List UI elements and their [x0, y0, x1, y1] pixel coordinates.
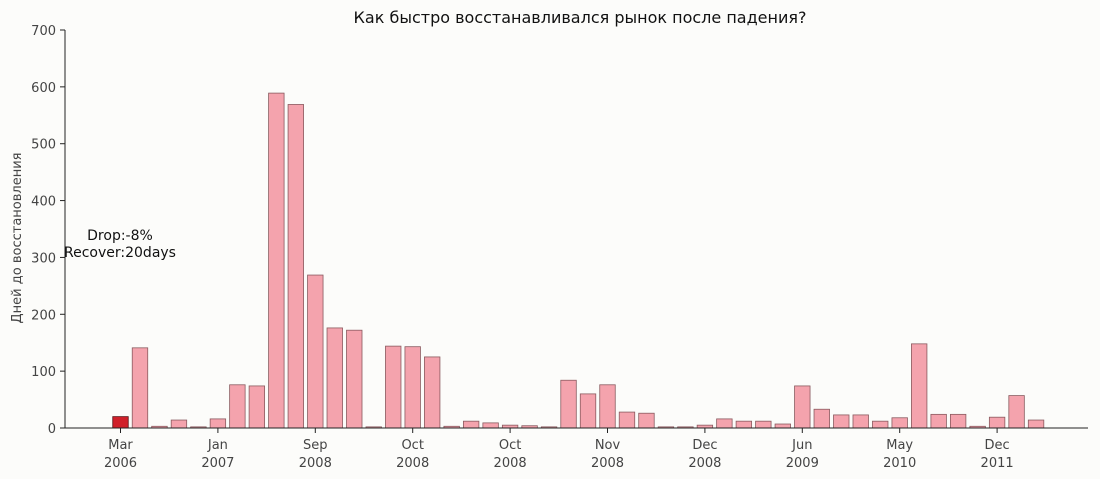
bar	[794, 385, 811, 429]
bar	[638, 412, 655, 429]
bar	[385, 345, 402, 429]
bar	[852, 414, 869, 429]
x-axis-ticks: Mar 2006 Jan 2007 Sep 2008 Oct 2008 Oct 2008 Nov 20…	[104, 428, 1014, 471]
bar	[1027, 419, 1045, 429]
bar	[716, 418, 733, 429]
bar	[833, 414, 850, 429]
bar	[229, 384, 246, 429]
annotation-drop: Drop:-8%	[87, 228, 153, 244]
x-tick-label: Oct	[499, 438, 521, 453]
x-tick-label: Dec	[985, 438, 1010, 453]
y-tick-label: 500	[31, 138, 56, 153]
y-tick-label: 0	[48, 422, 56, 437]
bar	[1008, 395, 1025, 429]
bar	[170, 419, 188, 429]
bar	[891, 417, 908, 429]
bar	[209, 418, 227, 429]
x-tick-label: Jun	[791, 438, 812, 453]
y-tick-label: 300	[31, 251, 56, 266]
x-tick-label: Dec	[692, 438, 717, 453]
bar	[872, 420, 889, 429]
y-tick-label: 200	[31, 308, 56, 323]
bar	[813, 408, 830, 429]
bar	[346, 329, 363, 429]
x-tick-label: 2008	[396, 456, 429, 471]
x-tick-label: Oct	[401, 438, 423, 453]
annotation-recover: Recover:20days	[64, 245, 176, 261]
bar	[462, 420, 480, 429]
bar	[618, 411, 636, 429]
y-tick-label: 400	[31, 195, 56, 210]
chart-title: Как быстро восстанавливался рынок после …	[354, 8, 807, 27]
bar	[988, 416, 1006, 429]
x-tick-label: 2007	[201, 456, 234, 471]
x-tick-label: Jan	[207, 438, 228, 453]
y-tick-label: 700	[31, 24, 56, 39]
bar	[911, 343, 928, 429]
bar	[949, 413, 967, 429]
x-tick-label: May	[886, 438, 913, 453]
x-tick-label: 2008	[591, 456, 624, 471]
bar	[755, 420, 772, 429]
bar	[287, 104, 304, 429]
bar	[774, 423, 791, 429]
x-tick-label: Nov	[595, 438, 621, 453]
bar	[482, 422, 499, 429]
bar	[579, 393, 597, 429]
x-tick-label: 2008	[494, 456, 527, 471]
bar	[248, 385, 266, 429]
x-tick-label: 2009	[786, 456, 819, 471]
bar	[735, 420, 753, 429]
x-tick-label: Sep	[303, 438, 328, 453]
bar	[599, 384, 616, 429]
bar	[404, 346, 421, 429]
y-axis-label: Дней до восстановления	[10, 153, 25, 324]
bars-group	[112, 92, 1045, 429]
x-tick-label: Mar	[108, 438, 133, 453]
bar	[326, 327, 343, 429]
bar	[930, 413, 947, 429]
x-tick-label: 2006	[104, 456, 137, 471]
y-tick-label: 100	[31, 365, 56, 380]
x-tick-label: 2011	[981, 456, 1014, 471]
y-axis-ticks: 0 100 200 300 400 500 600 700	[31, 24, 65, 437]
bar	[307, 274, 324, 429]
bar-highlighted	[112, 416, 129, 429]
bar	[560, 379, 577, 429]
y-tick-label: 600	[31, 81, 56, 96]
x-tick-label: 2008	[299, 456, 332, 471]
bar	[131, 347, 149, 429]
bar	[268, 92, 285, 429]
bar	[424, 356, 441, 429]
x-tick-label: 2008	[688, 456, 721, 471]
x-tick-label: 2010	[883, 456, 916, 471]
